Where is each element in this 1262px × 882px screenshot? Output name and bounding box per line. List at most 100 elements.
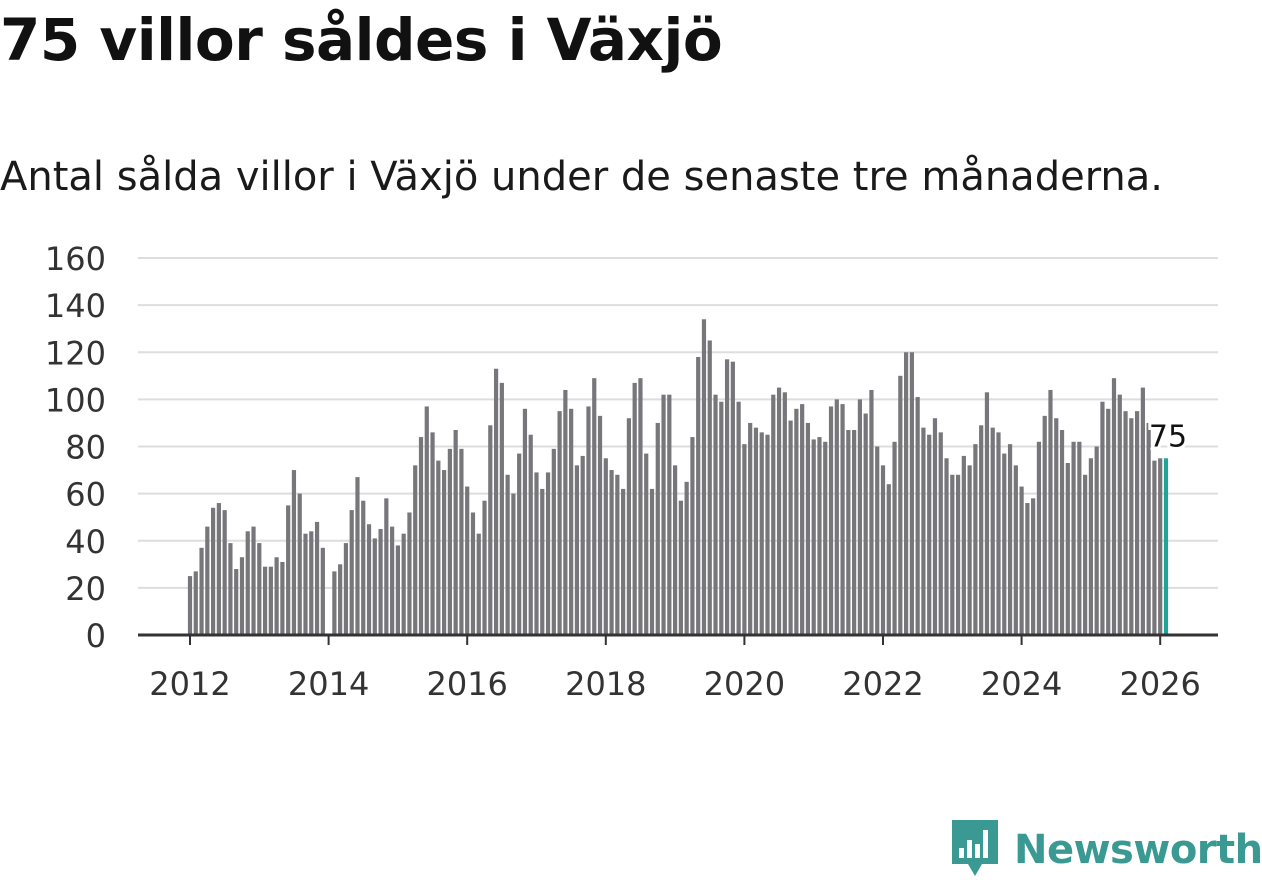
bar <box>759 432 764 635</box>
bar <box>245 531 250 635</box>
bar <box>390 526 395 635</box>
bar <box>875 446 880 635</box>
bar <box>580 455 585 635</box>
bar <box>459 448 464 635</box>
bar <box>1077 441 1082 635</box>
bar <box>644 453 649 635</box>
y-tick-label: 80 <box>65 429 106 467</box>
bar <box>817 437 822 635</box>
bar <box>545 472 551 635</box>
bar <box>222 510 227 635</box>
bar <box>297 493 302 635</box>
x-tick-label: 2012 <box>149 665 230 703</box>
bar <box>211 507 216 635</box>
bar <box>1007 444 1013 635</box>
bar <box>684 481 689 635</box>
bar <box>805 422 811 635</box>
bar <box>586 406 591 635</box>
bar <box>1094 446 1099 635</box>
bar <box>378 528 383 635</box>
bar <box>621 488 626 635</box>
x-tick-label: 2018 <box>565 665 646 703</box>
chart-title: 75 villor såldes i Växjö <box>0 6 723 74</box>
bar <box>932 418 938 635</box>
bar <box>447 448 452 635</box>
bar <box>736 401 741 635</box>
bar <box>753 427 759 635</box>
bar <box>511 493 516 635</box>
x-tick-label: 2026 <box>1119 665 1200 703</box>
bar <box>216 503 221 635</box>
bar <box>782 392 787 635</box>
bar <box>1002 453 1007 635</box>
bar <box>863 413 868 635</box>
bar <box>424 406 429 635</box>
y-tick-label: 20 <box>65 570 106 608</box>
bar <box>724 359 730 635</box>
bar <box>811 439 816 635</box>
bar <box>1117 394 1122 635</box>
bar <box>557 411 562 635</box>
bar <box>482 500 487 635</box>
bar <box>1140 387 1145 635</box>
bar <box>338 564 343 635</box>
bar <box>626 418 631 635</box>
bar <box>476 533 481 635</box>
bar <box>268 566 273 635</box>
bar <box>563 389 568 635</box>
bar <box>857 399 862 635</box>
y-tick-label: 140 <box>45 287 106 325</box>
bar <box>655 422 660 635</box>
bar <box>1100 401 1105 635</box>
bar <box>1065 462 1070 635</box>
bar <box>886 484 891 635</box>
bar <box>1152 460 1157 635</box>
bar <box>280 561 285 635</box>
y-tick-label: 160 <box>45 240 106 278</box>
bar <box>944 458 949 635</box>
bar <box>915 397 920 635</box>
bar <box>1019 486 1024 635</box>
bar <box>609 470 614 635</box>
bar <box>384 498 389 635</box>
bar <box>1111 378 1117 635</box>
bar <box>661 394 666 635</box>
bar <box>1031 498 1036 635</box>
bar <box>707 340 712 635</box>
bar <box>1106 408 1111 635</box>
bar <box>892 441 897 635</box>
bar <box>846 430 851 635</box>
y-tick-label: 0 <box>86 617 106 655</box>
y-tick-label: 60 <box>65 476 106 514</box>
bar <box>309 531 314 635</box>
bar <box>880 465 886 635</box>
bar <box>955 474 961 635</box>
bar <box>1146 422 1151 635</box>
bar <box>407 512 412 635</box>
bar <box>869 389 874 635</box>
bar <box>528 434 533 635</box>
bar <box>1054 418 1059 635</box>
bar <box>950 474 955 635</box>
bar-highlight <box>1163 458 1169 635</box>
bar <box>291 470 297 635</box>
bar <box>534 472 539 635</box>
bar <box>361 500 366 635</box>
bar <box>493 368 499 635</box>
bar <box>788 420 793 635</box>
bar <box>794 408 799 635</box>
bar <box>343 543 349 635</box>
bar <box>303 533 308 635</box>
x-tick-label: 2016 <box>426 665 507 703</box>
bar <box>1123 411 1128 635</box>
bar <box>927 434 932 635</box>
bar <box>840 404 845 635</box>
bar <box>540 488 545 635</box>
bar <box>667 394 672 635</box>
bar <box>1158 458 1163 635</box>
bar <box>551 448 556 635</box>
bar <box>442 470 447 635</box>
brand-name: Newsworthy <box>1014 827 1262 873</box>
bar <box>973 444 978 635</box>
